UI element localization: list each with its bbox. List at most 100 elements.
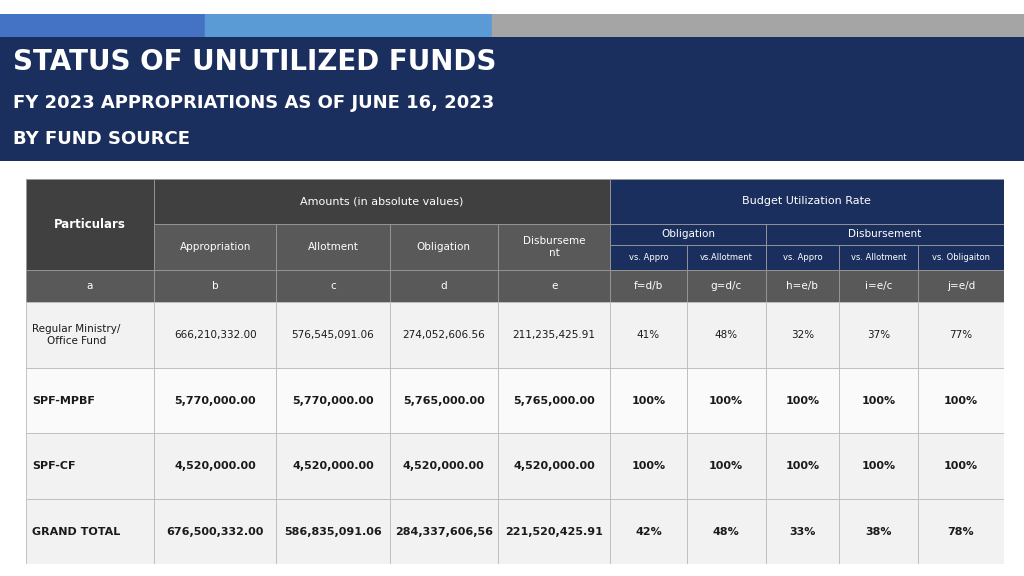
Bar: [154, 434, 276, 499]
Bar: [686, 270, 766, 302]
Text: 78%: 78%: [947, 526, 974, 537]
Bar: [154, 302, 276, 368]
Bar: [498, 224, 610, 270]
Bar: [154, 270, 276, 302]
Bar: [276, 302, 390, 368]
Text: Allotment: Allotment: [307, 242, 358, 252]
Text: vs. Appro: vs. Appro: [629, 253, 669, 262]
Text: 48%: 48%: [713, 526, 739, 537]
Text: STATUS OF UNUTILIZED FUNDS: STATUS OF UNUTILIZED FUNDS: [13, 48, 497, 76]
Text: c: c: [330, 281, 336, 291]
Text: b: b: [212, 281, 218, 291]
Text: vs. Appro: vs. Appro: [782, 253, 822, 262]
Bar: [686, 368, 766, 434]
Bar: [919, 499, 1004, 564]
Text: 576,545,091.06: 576,545,091.06: [292, 330, 375, 340]
Bar: [276, 368, 390, 434]
Bar: [26, 499, 154, 564]
Bar: [839, 245, 919, 270]
Bar: [498, 434, 610, 499]
Bar: [919, 270, 1004, 302]
Text: vs. Obligaiton: vs. Obligaiton: [932, 253, 990, 262]
Text: 100%: 100%: [785, 461, 819, 471]
Bar: [839, 434, 919, 499]
Bar: [26, 368, 154, 434]
Text: Disburseme
nt: Disburseme nt: [523, 236, 586, 257]
Text: Appropriation: Appropriation: [179, 242, 251, 252]
Bar: [919, 434, 1004, 499]
Bar: [154, 368, 276, 434]
Text: 100%: 100%: [710, 396, 743, 406]
Bar: [766, 224, 1004, 245]
Bar: [766, 245, 839, 270]
Bar: [26, 179, 154, 270]
Text: 586,835,091.06: 586,835,091.06: [284, 526, 382, 537]
Bar: [390, 224, 498, 270]
Text: 4,520,000.00: 4,520,000.00: [403, 461, 484, 471]
Bar: [154, 179, 610, 224]
Bar: [610, 499, 686, 564]
Text: Regular Ministry/
Office Fund: Regular Ministry/ Office Fund: [33, 324, 121, 346]
Bar: [766, 368, 839, 434]
Bar: [686, 245, 766, 270]
Text: i=e/c: i=e/c: [865, 281, 892, 291]
Bar: [766, 434, 839, 499]
Text: BY FUND SOURCE: BY FUND SOURCE: [13, 130, 190, 148]
Bar: [839, 270, 919, 302]
Bar: [154, 224, 276, 270]
Bar: [610, 302, 686, 368]
Text: Budget Utilization Rate: Budget Utilization Rate: [742, 196, 871, 206]
Text: Amounts (in absolute values): Amounts (in absolute values): [300, 196, 464, 206]
Text: 211,235,425.91: 211,235,425.91: [513, 330, 596, 340]
Bar: [390, 434, 498, 499]
Bar: [498, 499, 610, 564]
Bar: [276, 270, 390, 302]
Text: 37%: 37%: [867, 330, 890, 340]
Bar: [498, 302, 610, 368]
Bar: [686, 302, 766, 368]
Text: 38%: 38%: [865, 526, 892, 537]
Text: 100%: 100%: [861, 461, 896, 471]
Text: 41%: 41%: [637, 330, 660, 340]
Bar: [766, 302, 839, 368]
Text: 5,770,000.00: 5,770,000.00: [292, 396, 374, 406]
Bar: [766, 270, 839, 302]
Bar: [498, 270, 610, 302]
Bar: [610, 224, 766, 245]
Text: 5,765,000.00: 5,765,000.00: [403, 396, 484, 406]
Bar: [390, 270, 498, 302]
Text: Obligation: Obligation: [417, 242, 471, 252]
Bar: [205, 14, 492, 37]
Bar: [0, 14, 205, 37]
Bar: [276, 224, 390, 270]
Text: Obligation: Obligation: [662, 229, 715, 240]
Bar: [276, 434, 390, 499]
Text: GRAND TOTAL: GRAND TOTAL: [33, 526, 121, 537]
Text: a: a: [87, 281, 93, 291]
Bar: [686, 434, 766, 499]
Text: SPF-CF: SPF-CF: [33, 461, 76, 471]
Text: 676,500,332.00: 676,500,332.00: [167, 526, 264, 537]
Bar: [154, 499, 276, 564]
Bar: [919, 302, 1004, 368]
Text: f=d/b: f=d/b: [634, 281, 664, 291]
Text: j=e/d: j=e/d: [947, 281, 975, 291]
Bar: [390, 499, 498, 564]
Bar: [498, 368, 610, 434]
Text: 100%: 100%: [710, 461, 743, 471]
Bar: [610, 245, 686, 270]
Bar: [26, 302, 154, 368]
Bar: [610, 179, 1004, 224]
Bar: [276, 499, 390, 564]
Text: vs.Allotment: vs.Allotment: [699, 253, 753, 262]
Text: e: e: [551, 281, 557, 291]
Text: 77%: 77%: [949, 330, 973, 340]
Text: 274,052,606.56: 274,052,606.56: [402, 330, 485, 340]
Bar: [610, 434, 686, 499]
Text: 5,765,000.00: 5,765,000.00: [513, 396, 595, 406]
Bar: [686, 499, 766, 564]
Bar: [610, 368, 686, 434]
Text: vs. Allotment: vs. Allotment: [851, 253, 906, 262]
Bar: [610, 270, 686, 302]
Text: 48%: 48%: [715, 330, 737, 340]
